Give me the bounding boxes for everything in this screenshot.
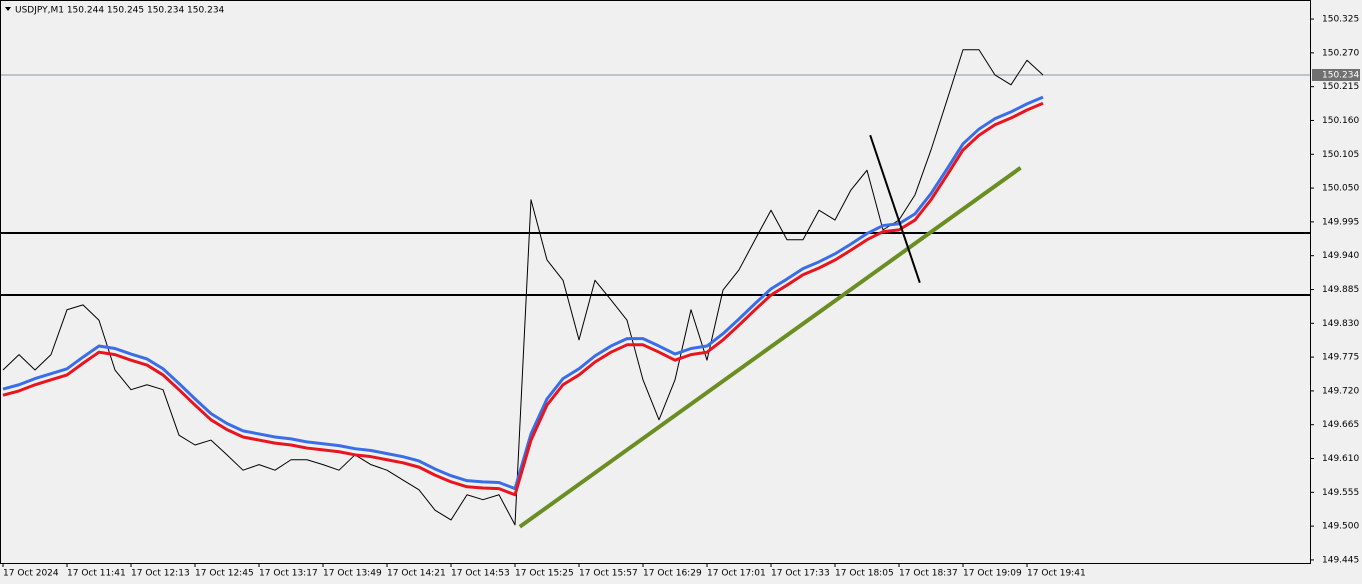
- symbol-menu-arrow[interactable]: [5, 7, 11, 11]
- y-tick-label: 149.555: [1322, 488, 1359, 498]
- current-price-label: 150.234: [1322, 70, 1359, 80]
- x-tick-label: 17 Oct 2024: [3, 569, 59, 579]
- y-tick-label: 150.105: [1322, 150, 1359, 160]
- x-tick-label: 17 Oct 13:49: [323, 569, 382, 579]
- x-tick-label: 17 Oct 14:53: [451, 569, 510, 579]
- x-tick-label: 17 Oct 17:01: [707, 569, 766, 579]
- series-line: [2, 49, 1044, 526]
- y-tick-label: 150.215: [1322, 82, 1359, 92]
- series-line: [2, 101, 1044, 497]
- x-tick-label: 17 Oct 13:17: [259, 569, 318, 579]
- y-tick-label: 150.050: [1322, 184, 1359, 194]
- chart-title: USDJPY,M1 150.244 150.245 150.234 150.23…: [15, 6, 225, 16]
- y-tick-label: 150.270: [1322, 48, 1359, 58]
- y-tick-label: 149.665: [1322, 420, 1359, 430]
- y-tick-label: 149.885: [1322, 285, 1359, 295]
- y-tick-label: 150.325: [1322, 15, 1359, 25]
- x-tick-label: 17 Oct 18:37: [899, 569, 958, 579]
- y-tick-label: 150.160: [1322, 116, 1359, 126]
- x-tick-label: 17 Oct 11:41: [67, 569, 126, 579]
- current-price-box: [1312, 68, 1360, 81]
- x-tick-label: 17 Oct 12:45: [195, 569, 254, 579]
- x-tick-label: 17 Oct 14:21: [387, 569, 446, 579]
- x-tick-label: 17 Oct 16:29: [643, 569, 702, 579]
- x-tick-label: 17 Oct 15:25: [515, 569, 574, 579]
- y-tick-label: 149.775: [1322, 353, 1359, 363]
- y-tick-label: 149.720: [1322, 386, 1359, 396]
- x-tick-label: 17 Oct 17:33: [771, 569, 830, 579]
- y-tick-label: 149.995: [1322, 217, 1359, 227]
- y-tick-label: 149.940: [1322, 251, 1359, 261]
- y-tick-label: 149.610: [1322, 454, 1359, 464]
- x-tick-label: 17 Oct 19:41: [1027, 569, 1086, 579]
- y-tick-label: 149.445: [1322, 555, 1359, 565]
- y-tick-label: 149.500: [1322, 522, 1359, 532]
- series-line: [2, 95, 1044, 491]
- plot-frame: [0, 0, 1311, 564]
- trend-line: [518, 166, 1022, 529]
- x-tick-label: 17 Oct 19:09: [963, 569, 1022, 579]
- x-tick-label: 17 Oct 12:13: [131, 569, 190, 579]
- trend-line: [869, 134, 921, 284]
- x-tick-label: 17 Oct 18:05: [835, 569, 894, 579]
- y-tick-label: 149.830: [1322, 319, 1359, 329]
- x-tick-label: 17 Oct 15:57: [579, 569, 638, 579]
